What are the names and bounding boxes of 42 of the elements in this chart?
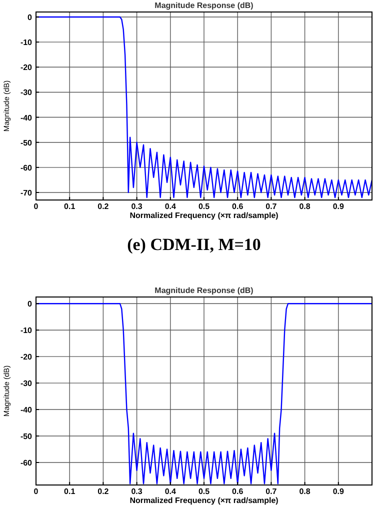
y-tick-label: -70: [20, 188, 33, 198]
y-tick-label: -20: [20, 63, 33, 72]
text: (e) CDM-II, M=10: [127, 235, 261, 254]
x-tick-label: 0.4: [164, 487, 177, 496]
y-tick-label: 0: [28, 13, 33, 22]
x-tick-label: 0.8: [299, 487, 311, 496]
y-tick-label: 0: [28, 300, 33, 309]
y-tick-label: -50: [20, 432, 33, 442]
x-tick-label: 0.9: [332, 487, 345, 496]
x-tick-label: 0.9: [332, 202, 345, 211]
x-tick-label: 0: [34, 487, 39, 496]
x-tick-label: 0.3: [131, 202, 143, 211]
y-tick-label: -10: [20, 326, 33, 336]
y-tick-label: -30: [20, 379, 33, 388]
y-tick-label: -40: [20, 113, 33, 122]
y-tick-label: -10: [20, 38, 33, 48]
x-tick-label: 0.7: [266, 487, 278, 496]
x-tick-label: 0.7: [266, 202, 278, 211]
x-tick-label: 0.3: [131, 487, 143, 496]
x-axis-title: Normalized Frequency (×π rad/sample): [130, 211, 279, 220]
chart-title: Magnitude Response (dB): [154, 286, 254, 295]
x-tick-label: 0.5: [198, 487, 210, 496]
line-series: [36, 16, 372, 198]
x-tick-label: 0: [34, 202, 39, 211]
x-tick-label: 0.2: [98, 202, 110, 211]
y-tick-label: -50: [20, 138, 33, 148]
x-tick-label: 0.1: [64, 202, 76, 211]
x-tick-label: 0.5: [198, 202, 210, 211]
chart-title: Magnitude Response (dB): [154, 1, 254, 10]
x-tick-label: 0.6: [232, 487, 244, 496]
x-tick-label: 0.8: [299, 202, 311, 211]
x-tick-label: 0.6: [232, 202, 244, 211]
y-tick-label: -40: [20, 406, 33, 415]
y-tick-label: -60: [20, 458, 33, 468]
x-tick-label: 0.4: [164, 202, 177, 211]
x-tick-label: 0.2: [98, 487, 110, 496]
y-tick-label: -30: [20, 88, 33, 98]
x-tick-label: 0.1: [64, 487, 76, 496]
y-tick-label: -60: [20, 163, 33, 172]
x-axis-title: Normalized Frequency (×π rad/sample): [130, 496, 279, 505]
y-tick-label: -20: [20, 352, 33, 362]
line-series: [36, 303, 372, 484]
